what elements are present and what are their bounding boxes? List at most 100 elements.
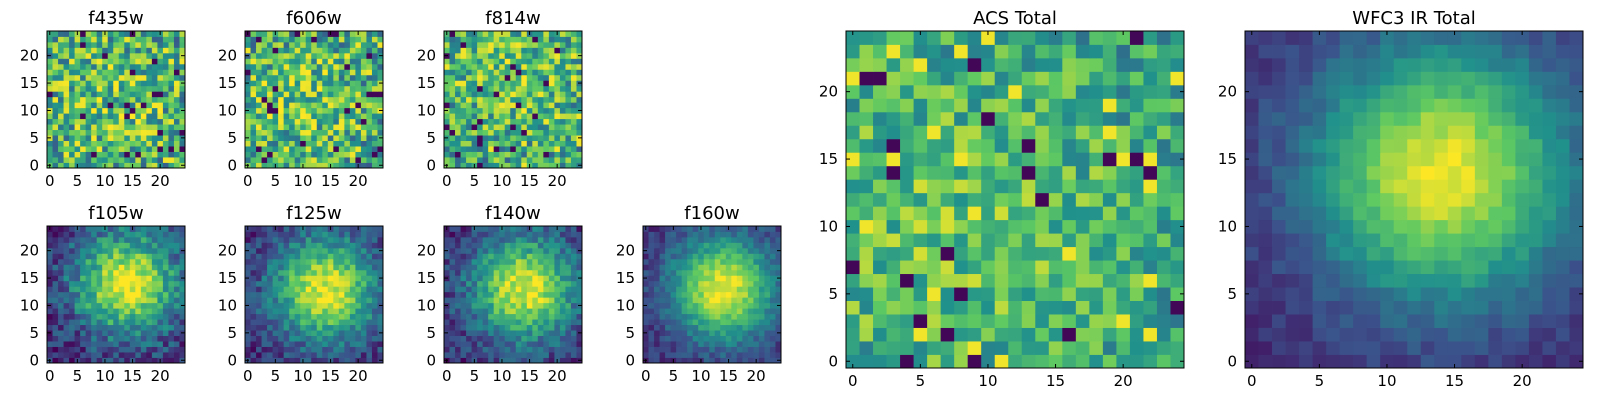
heatmap-cell	[283, 319, 290, 326]
heatmap-cell	[526, 58, 533, 65]
heatmap-cell	[146, 346, 153, 353]
heatmap-cell	[736, 291, 743, 298]
heatmap-cell	[554, 269, 561, 276]
heatmap-cell	[681, 236, 688, 243]
heatmap-cell	[322, 236, 329, 243]
heatmap-cell	[63, 31, 70, 37]
heatmap-cell	[113, 151, 120, 158]
heatmap-cell	[543, 74, 550, 81]
heatmap-cell	[548, 36, 555, 43]
heatmap-cell	[261, 280, 268, 287]
heatmap-cell	[261, 297, 268, 304]
heatmap-cell	[504, 102, 511, 109]
heatmap-cell	[499, 253, 506, 260]
heatmap-cell	[764, 341, 771, 347]
heatmap-cell	[565, 135, 572, 141]
heatmap-cell	[1075, 300, 1090, 315]
heatmap-cell	[482, 124, 489, 131]
heatmap-cell	[460, 302, 467, 309]
heatmap-cell	[322, 280, 329, 287]
heatmap-cell	[85, 74, 92, 81]
heatmap-cell	[559, 63, 566, 70]
heatmap-cell	[267, 319, 273, 326]
heatmap-cell	[107, 157, 114, 163]
heatmap-cell	[537, 162, 544, 169]
heatmap-cell	[349, 264, 356, 271]
heatmap-cell	[720, 346, 727, 353]
heatmap-cell	[118, 58, 125, 65]
heatmap-cell	[283, 269, 290, 276]
heatmap-cell	[113, 286, 120, 293]
heatmap-cell	[261, 74, 268, 81]
heatmap-cell	[576, 308, 583, 315]
heatmap-cell	[482, 258, 489, 265]
heatmap-cell	[305, 242, 312, 249]
heatmap-cell	[80, 341, 87, 347]
heatmap-cell	[107, 341, 114, 347]
heatmap-cell	[510, 96, 517, 103]
heatmap-cell	[554, 47, 561, 54]
heatmap-cell	[559, 118, 566, 125]
heatmap-cell	[140, 52, 147, 59]
heatmap-cell	[859, 246, 874, 261]
heatmap-cell	[742, 319, 749, 326]
heatmap-cell	[135, 357, 142, 364]
heatmap-cell	[360, 41, 367, 48]
heatmap-cell	[681, 297, 688, 304]
heatmap-cell	[1062, 354, 1077, 369]
heatmap-cell	[521, 330, 528, 336]
heatmap-cell	[471, 129, 478, 136]
heatmap-cell	[1129, 314, 1144, 328]
heatmap-cell	[344, 140, 351, 147]
heatmap-cell	[162, 253, 169, 260]
heatmap-cell	[300, 319, 307, 326]
heatmap-cell	[168, 80, 175, 87]
heatmap-cell	[554, 124, 561, 131]
heatmap-cell	[349, 31, 356, 37]
heatmap-cell	[80, 151, 87, 158]
heatmap-cell	[63, 129, 70, 136]
heatmap-cell	[113, 308, 120, 315]
heatmap-cell	[327, 253, 334, 260]
heatmap-cell	[267, 242, 273, 249]
heatmap-cell	[1048, 287, 1063, 301]
heatmap-cell	[124, 146, 131, 152]
heatmap-cell	[85, 313, 92, 320]
heatmap-cell	[537, 341, 544, 347]
heatmap-cell	[460, 280, 467, 287]
heatmap-cell	[371, 247, 378, 254]
heatmap-cell	[775, 319, 782, 326]
heatmap-cell	[548, 258, 555, 265]
heatmap-cell	[162, 140, 169, 147]
heatmap-cell	[124, 102, 131, 109]
heatmap-cell	[311, 129, 318, 136]
heatmap-cell	[548, 341, 555, 347]
heatmap-cell	[349, 335, 356, 342]
heatmap-cell	[526, 286, 533, 293]
heatmap-cell	[444, 286, 450, 293]
heatmap-cell	[532, 146, 539, 152]
heatmap-cell	[886, 233, 901, 248]
heatmap-cell	[471, 63, 478, 70]
heatmap-cell	[504, 146, 511, 152]
heatmap-cell	[333, 58, 340, 65]
heatmap-cell	[261, 69, 268, 76]
heatmap-cell	[731, 313, 738, 320]
heatmap-cell	[305, 129, 312, 136]
heatmap-cell	[913, 273, 928, 288]
heatmap-cell	[532, 162, 539, 169]
heatmap-cell	[289, 226, 296, 232]
heatmap-cell	[742, 253, 749, 260]
heatmap-cell	[1129, 287, 1144, 301]
heatmap-cell	[69, 297, 75, 304]
heatmap-cell	[140, 313, 147, 320]
heatmap-cell	[859, 300, 874, 315]
heatmap-cell	[162, 297, 169, 304]
heatmap-cell	[63, 346, 70, 353]
heatmap-cell	[576, 346, 583, 353]
heatmap-cell	[300, 129, 307, 136]
heatmap-cell	[455, 291, 461, 298]
heatmap-cell	[168, 63, 175, 70]
heatmap-cell	[1048, 327, 1063, 342]
heatmap-cell	[316, 74, 323, 81]
